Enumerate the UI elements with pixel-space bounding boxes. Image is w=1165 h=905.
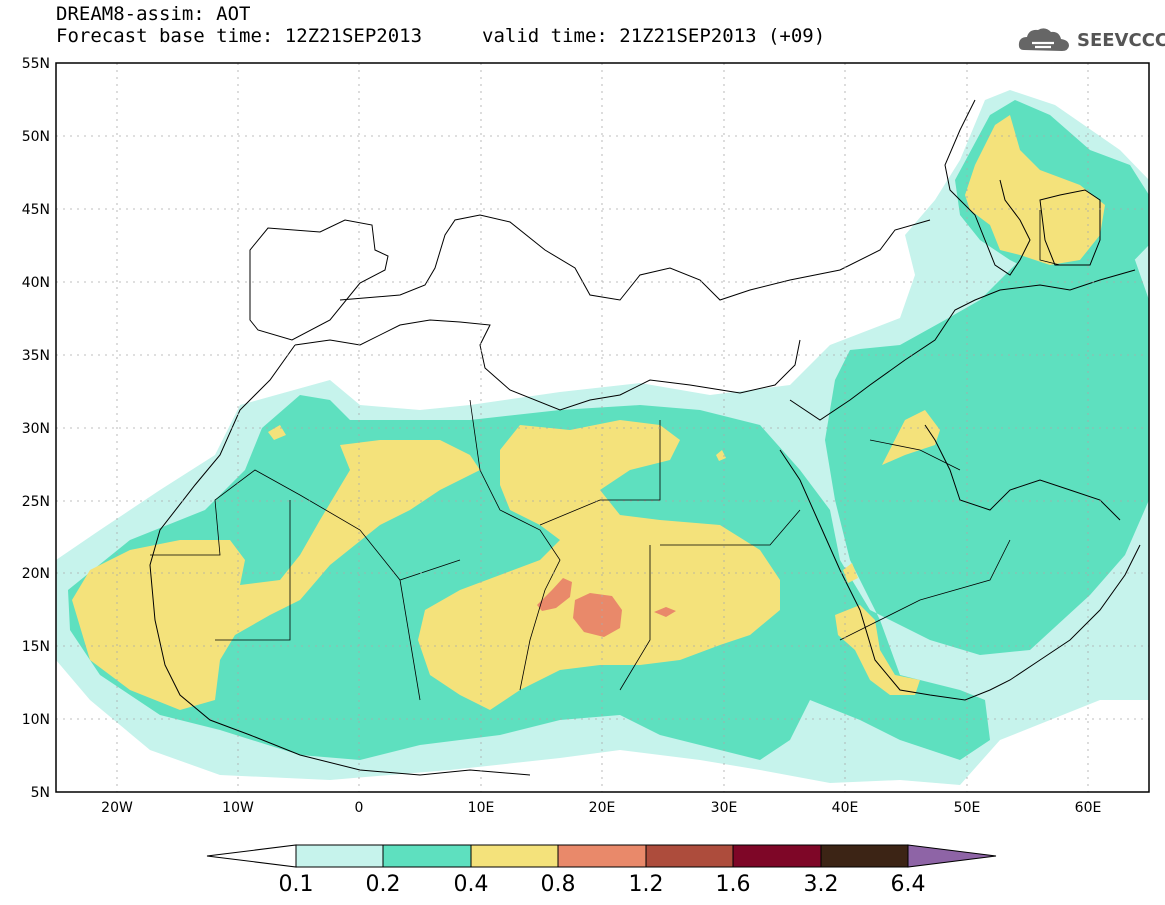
aot-level-0.8-c [654,607,676,617]
coastlines [149,99,1141,776]
cloud-logo-icon [1018,28,1069,51]
country-borders [150,210,1061,701]
colorbar-swatch [820,844,909,868]
y-tick-label: 45N [22,202,50,218]
logo-text: SEEVCCC [1077,30,1165,51]
colorbar-swatch [382,844,472,868]
map-title: DREAM8-assim: AOT [56,3,251,25]
y-tick-label: 55N [22,56,50,72]
y-axis-labels: 55N 50N 45N 40N 35N 30N 25N 20N 15N 10N … [22,56,50,801]
colorbar-label: 0.1 [278,872,314,897]
valid-time: valid time: 21Z21SEP2013 (+09) [482,25,826,47]
colorbar-label: 0.4 [453,872,489,897]
aot-level-0.8-b [537,578,572,611]
y-tick-label: 35N [22,348,50,364]
colorbar-label: 1.6 [715,872,751,897]
colorbar-label: 0.8 [540,872,576,897]
x-tick-label: 10E [468,800,495,816]
colorbar-label: 0.2 [365,872,401,897]
x-tick-label: 40E [832,800,859,816]
colorbar-swatch [645,844,734,868]
colorbar-label: 6.4 [890,872,926,897]
aot-level-0.4-redsea [835,605,920,695]
y-tick-label: 15N [22,639,50,655]
y-tick-label: 10N [22,712,50,728]
y-tick-label: 50N [22,129,50,145]
x-tick-label: 20W [101,800,133,816]
y-tick-label: 20N [22,566,50,582]
colorbar-swatch [470,844,559,868]
x-tick-label: 20E [589,800,616,816]
y-tick-label: 5N [31,785,50,801]
colorbar-swatch [732,844,822,868]
y-tick-label: 40N [22,275,50,291]
x-tick-label: 10W [222,800,254,816]
colorbar-high-arrow [907,844,997,868]
colorbar-label: 3.2 [803,872,839,897]
colorbar [206,844,997,868]
x-tick-label: 30E [711,800,738,816]
aot-level-0.4-west [72,440,480,710]
x-tick-label: 60E [1075,800,1102,816]
colorbar-low-arrow [206,844,297,868]
gridlines [56,63,1149,792]
forecast-base-time: Forecast base time: 12Z21SEP2013 [56,25,423,47]
aot-level-0.4-caspian [965,115,1105,265]
aot-level-0.4-center [418,420,780,710]
aot-level-0.4-levant [882,410,940,465]
y-tick-label: 30N [22,421,50,437]
colorbar-swatch [557,844,647,868]
aot-level-0.8-a [573,593,622,637]
y-tick-label: 25N [22,494,50,510]
map-frame [55,62,1150,793]
colorbar-label: 1.2 [628,872,664,897]
colorbar-swatch [295,844,384,868]
x-axis-labels: 20W 10W 0 10E 20E 30E 40E 50E 60E [101,800,1101,816]
aot-contours [56,90,1149,785]
x-tick-label: 0 [355,800,364,816]
x-tick-label: 50E [954,800,981,816]
